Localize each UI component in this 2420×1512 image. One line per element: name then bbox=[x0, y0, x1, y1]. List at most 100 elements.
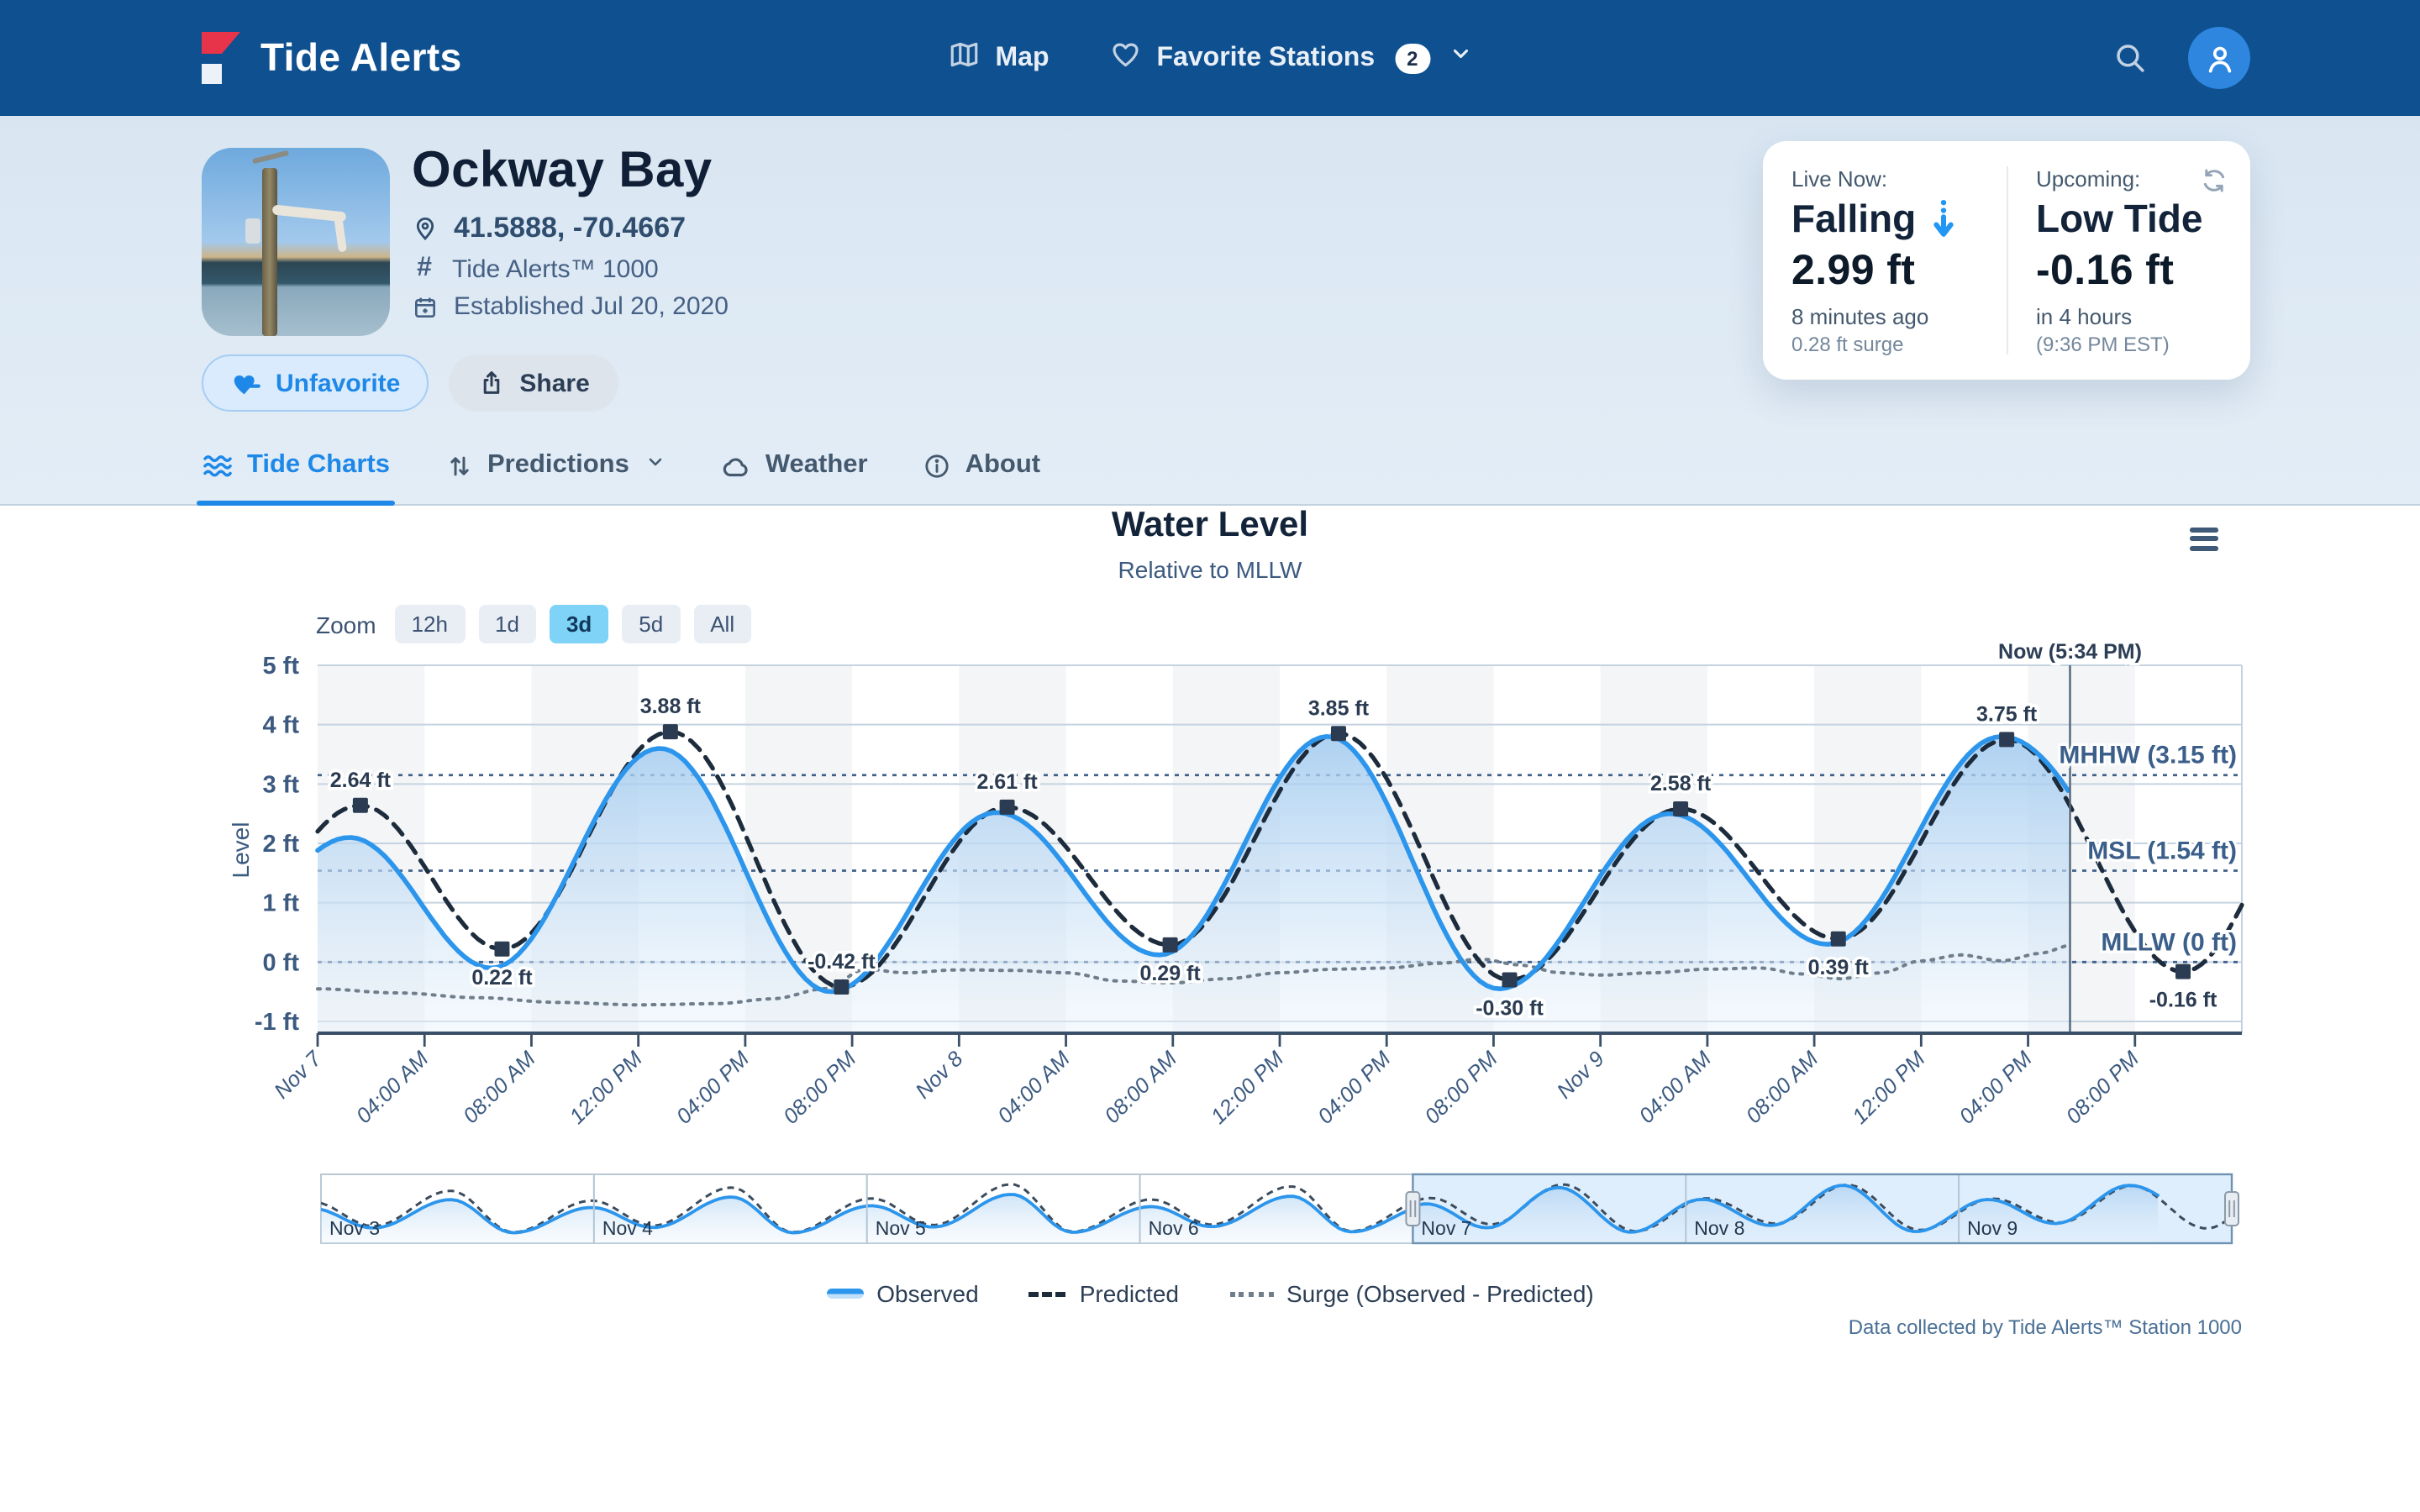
brand[interactable]: Tide Alerts bbox=[202, 0, 462, 116]
extreme-label: -0.42 ft bbox=[808, 950, 876, 974]
calendar-icon bbox=[412, 293, 439, 320]
navbar: Tide Alerts Map Favorite Stations 2 bbox=[0, 0, 2420, 116]
legend-item-surge[interactable]: Surge (Observed - Predicted) bbox=[1229, 1280, 1594, 1307]
hash-icon: # bbox=[417, 254, 432, 282]
chart-menu-icon[interactable] bbox=[2190, 528, 2218, 551]
svg-text:08:00 PM: 08:00 PM bbox=[1420, 1047, 1502, 1129]
svg-text:04:00 PM: 04:00 PM bbox=[1955, 1047, 2038, 1129]
avatar[interactable] bbox=[2188, 27, 2250, 89]
tab-about-label: About bbox=[965, 450, 1041, 479]
extreme-marker bbox=[2175, 963, 2191, 979]
share-button[interactable]: Share bbox=[449, 354, 618, 412]
last-updated: 8 minutes ago bbox=[1791, 304, 1929, 329]
extreme-label: 2.58 ft bbox=[1650, 772, 1712, 795]
station-photo bbox=[202, 148, 390, 336]
zoom-controls: Zoom 12h 1d 3d 5d All bbox=[316, 605, 752, 643]
nav-item-map[interactable]: Map bbox=[949, 38, 1050, 78]
chart-legend: Observed Predicted Surge (Observed - Pre… bbox=[0, 1280, 2420, 1307]
svg-text:08:00 PM: 08:00 PM bbox=[779, 1047, 861, 1129]
svg-text:1 ft: 1 ft bbox=[263, 890, 300, 917]
legend-item-observed[interactable]: Observed bbox=[826, 1280, 979, 1307]
chart-subtitle: Relative to MLLW bbox=[1118, 556, 1302, 583]
navigator bbox=[320, 1173, 2233, 1244]
y-axis-title: Level bbox=[228, 822, 254, 879]
extreme-label: 3.88 ft bbox=[640, 695, 702, 718]
chevron-down-icon bbox=[646, 450, 666, 480]
extreme-label: -0.30 ft bbox=[1476, 997, 1544, 1021]
cloud-icon bbox=[722, 453, 752, 478]
now-label: Now (5:34 PM) bbox=[1998, 640, 2142, 664]
navigator-day-label: Nov 3 bbox=[329, 1217, 380, 1239]
surge-value: 0.28 ft surge bbox=[1791, 333, 1904, 356]
extreme-label: 0.22 ft bbox=[471, 966, 533, 990]
svg-text:2 ft: 2 ft bbox=[263, 831, 300, 858]
tab-tide-charts[interactable]: Tide Charts bbox=[197, 450, 395, 506]
zoom-button-3d[interactable]: 3d bbox=[549, 605, 609, 643]
predicted-swatch bbox=[1028, 1291, 1066, 1296]
extreme-marker bbox=[494, 941, 510, 957]
upcoming-eta: in 4 hours bbox=[2036, 304, 2133, 329]
unfavorite-button[interactable]: Unfavorite bbox=[202, 354, 429, 412]
svg-text:-1 ft: -1 ft bbox=[255, 1009, 300, 1036]
svg-text:08:00 AM: 08:00 AM bbox=[1100, 1047, 1181, 1128]
live-status-card: Live Now: Falling 2.99 ft 8 minutes ago … bbox=[1763, 141, 2250, 380]
tab-predictions[interactable]: Predictions bbox=[445, 450, 666, 504]
waves-icon bbox=[202, 452, 234, 479]
legend-predicted-label: Predicted bbox=[1079, 1280, 1179, 1307]
svg-text:0 ft: 0 ft bbox=[263, 949, 300, 976]
refresh-icon[interactable] bbox=[2200, 166, 2228, 203]
svg-text:3 ft: 3 ft bbox=[263, 771, 300, 798]
zoom-button-all[interactable]: All bbox=[693, 605, 752, 643]
navigator-day-label: Nov 8 bbox=[1694, 1217, 1744, 1239]
tab-tide-charts-label: Tide Charts bbox=[247, 450, 390, 479]
svg-text:12:00 PM: 12:00 PM bbox=[1848, 1047, 1930, 1129]
navigator-day-label: Nov 9 bbox=[1967, 1217, 2018, 1239]
svg-text:04:00 AM: 04:00 AM bbox=[1635, 1047, 1717, 1128]
station-id: Tide Alerts™ 1000 bbox=[452, 255, 659, 283]
svg-text:MLLW (0 ft): MLLW (0 ft) bbox=[2101, 928, 2237, 956]
zoom-button-12h[interactable]: 12h bbox=[394, 605, 465, 643]
extreme-marker bbox=[1673, 801, 1689, 817]
svg-text:MSL (1.54 ft): MSL (1.54 ft) bbox=[2087, 837, 2237, 865]
zoom-label: Zoom bbox=[316, 611, 376, 638]
nav-item-favorite-stations[interactable]: Favorite Stations 2 bbox=[1110, 38, 1472, 78]
svg-text:Nov 7: Nov 7 bbox=[270, 1046, 327, 1103]
svg-text:12:00 PM: 12:00 PM bbox=[1207, 1047, 1289, 1129]
svg-text:08:00 AM: 08:00 AM bbox=[459, 1047, 540, 1128]
extreme-marker bbox=[1830, 931, 1846, 947]
info-icon bbox=[923, 451, 952, 480]
upcoming-time: (9:36 PM EST) bbox=[2036, 333, 2170, 356]
svg-text:Nov 8: Nov 8 bbox=[912, 1047, 969, 1104]
nav-map-label: Map bbox=[995, 43, 1050, 71]
legend-observed-label: Observed bbox=[876, 1280, 979, 1307]
extreme-label: -0.16 ft bbox=[2149, 989, 2217, 1012]
extreme-label: 3.75 ft bbox=[1976, 702, 2038, 726]
tab-weather[interactable]: Weather bbox=[722, 450, 868, 504]
station-coordinates: 41.5888, -70.4667 bbox=[454, 212, 687, 244]
upcoming-value: -0.16 ft bbox=[2036, 247, 2175, 294]
current-water-level: 2.99 ft bbox=[1791, 247, 1916, 294]
extreme-marker bbox=[352, 797, 368, 813]
legend-item-predicted[interactable]: Predicted bbox=[1028, 1280, 1179, 1307]
share-icon bbox=[477, 368, 506, 398]
extreme-marker bbox=[662, 724, 678, 740]
upcoming-label: Upcoming: bbox=[2036, 166, 2141, 192]
zoom-button-5d[interactable]: 5d bbox=[622, 605, 681, 643]
svg-text:4 ft: 4 ft bbox=[263, 712, 300, 739]
legend-surge-label: Surge (Observed - Predicted) bbox=[1286, 1280, 1594, 1307]
extreme-label: 3.85 ft bbox=[1308, 696, 1370, 720]
zoom-button-1d[interactable]: 1d bbox=[478, 605, 536, 643]
svg-text:12:00 PM: 12:00 PM bbox=[566, 1047, 648, 1129]
navigator-handle bbox=[2224, 1191, 2239, 1226]
navigator-day-label: Nov 7 bbox=[1421, 1217, 1471, 1239]
navigator-day-label: Nov 5 bbox=[876, 1217, 926, 1239]
extreme-label: 0.39 ft bbox=[1808, 956, 1870, 979]
tab-about[interactable]: About bbox=[923, 450, 1041, 504]
svg-text:04:00 AM: 04:00 AM bbox=[993, 1047, 1075, 1128]
heart-icon bbox=[1110, 38, 1142, 78]
extreme-marker bbox=[1999, 732, 2015, 748]
search-icon[interactable] bbox=[2112, 40, 2148, 76]
extreme-label: 0.29 ft bbox=[1139, 962, 1201, 985]
svg-text:08:00 PM: 08:00 PM bbox=[2062, 1047, 2144, 1129]
svg-text:08:00 AM: 08:00 AM bbox=[1742, 1047, 1823, 1128]
